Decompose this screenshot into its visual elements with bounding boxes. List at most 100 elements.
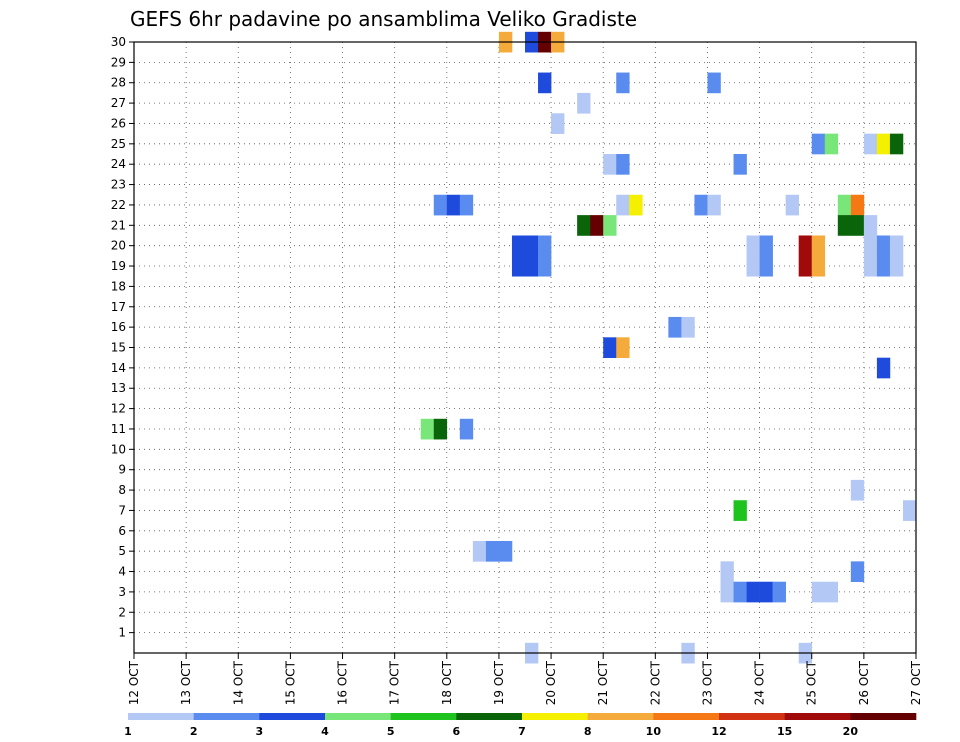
colorbar-label: 7: [518, 725, 526, 738]
precip-cell: [720, 561, 734, 583]
colorbar-label: 1: [124, 725, 132, 738]
y-tick-label: 17: [111, 300, 126, 314]
colorbar-label: 5: [387, 725, 395, 738]
precip-cell: [603, 337, 617, 358]
precip-cell: [616, 154, 630, 175]
x-tick-label: 18 OCT: [440, 660, 454, 705]
precip-cell: [811, 581, 826, 603]
precip-cell: [811, 133, 826, 155]
y-tick-label: 14: [111, 361, 126, 375]
y-tick-label: 9: [118, 463, 126, 477]
precip-cell: [876, 235, 891, 257]
precip-cell: [616, 72, 630, 94]
precip-cell: [746, 581, 760, 603]
precip-cell: [824, 133, 839, 155]
precip-cell: [616, 194, 630, 216]
colorbar-label: 15: [777, 725, 792, 738]
x-tick-label: 16 OCT: [336, 660, 350, 705]
colorbar-segment: [456, 713, 523, 720]
precip-cell: [511, 255, 526, 277]
y-tick-label: 29: [111, 55, 126, 69]
precip-cell: [433, 418, 448, 440]
precip-cell: [863, 235, 878, 257]
precip-cell: [538, 235, 552, 257]
precip-cell: [420, 418, 435, 440]
colorbar-segment: [784, 713, 851, 720]
y-tick-label: 2: [118, 605, 126, 619]
colorbar: 1 2 3 4 5 6 7 8 10 12 15 20: [124, 713, 917, 738]
y-tick-label: 7: [118, 503, 126, 517]
y-tick-label: 30: [111, 35, 126, 49]
precip-cell: [538, 255, 552, 277]
precip-cell: [772, 581, 786, 603]
precip-cell: [629, 194, 643, 216]
y-tick-label: 25: [111, 137, 126, 151]
y-tick-label: 5: [118, 544, 126, 558]
precip-cell: [759, 581, 773, 603]
x-tick-label: 21 OCT: [596, 660, 610, 705]
colorbar-segment: [390, 713, 457, 720]
colorbar-segment: [522, 713, 588, 720]
colorbar-label: 8: [584, 725, 592, 738]
precip-cell: [889, 133, 904, 155]
colorbar-segment: [128, 713, 194, 720]
precip-cell: [733, 154, 747, 175]
chart-title: GEFS 6hr padavine po ansamblima Veliko G…: [130, 7, 637, 31]
precipitation-cells: [420, 31, 917, 664]
y-tick-label: 1: [118, 626, 126, 640]
y-tick-label: 3: [118, 585, 126, 599]
precip-cell: [889, 255, 904, 277]
y-tick-label: 23: [111, 178, 126, 192]
precip-cell: [837, 194, 852, 216]
precip-cell: [798, 235, 813, 257]
precip-cell: [472, 540, 487, 562]
y-tick-label: 19: [111, 259, 126, 273]
precip-cell: [850, 215, 865, 236]
y-tick-label: 13: [111, 381, 126, 395]
y-tick-label: 11: [111, 422, 126, 436]
precip-cell: [759, 255, 773, 277]
precip-cell: [811, 255, 826, 277]
colorbar-label: 6: [453, 725, 461, 738]
precip-cell: [603, 215, 617, 236]
precip-cell: [707, 194, 721, 216]
precip-cell: [876, 255, 891, 277]
precip-cell: [863, 133, 878, 155]
precip-cell: [902, 500, 917, 521]
precip-cell: [538, 72, 552, 94]
colorbar-segment: [193, 713, 260, 720]
precip-cell: [511, 235, 526, 257]
precip-cell: [459, 194, 474, 216]
y-tick-label: 26: [111, 116, 126, 130]
grid-lines: [134, 42, 917, 653]
x-tick-label: 27 OCT: [909, 660, 923, 705]
x-tick-label: 15 OCT: [283, 660, 297, 705]
colorbar-label: 4: [321, 725, 329, 738]
precip-cell: [446, 194, 461, 216]
precip-cell: [590, 215, 604, 236]
y-tick-label: 10: [111, 442, 126, 456]
precip-cell: [876, 357, 891, 379]
colorbar-label: 12: [711, 725, 726, 738]
precip-cell: [850, 479, 865, 501]
precip-cell: [850, 561, 865, 583]
precip-cell: [837, 215, 852, 236]
x-tick-label: 26 OCT: [857, 660, 871, 705]
y-tick-label: 28: [111, 76, 126, 90]
precip-cell: [876, 133, 891, 155]
precip-cell: [850, 194, 865, 216]
precip-cell: [733, 500, 747, 521]
precip-cell: [485, 540, 500, 562]
colorbar-segment: [719, 713, 785, 720]
precip-cell: [733, 581, 747, 603]
precip-cell: [577, 92, 591, 114]
x-tick-label: 17 OCT: [388, 660, 402, 705]
precip-cell: [811, 235, 826, 257]
precip-cell: [668, 316, 682, 338]
precip-cell: [759, 235, 773, 257]
precip-cell: [798, 255, 813, 277]
y-tick-label: 8: [118, 483, 126, 497]
x-tick-label: 14 OCT: [231, 660, 245, 705]
precip-cell: [498, 540, 513, 562]
